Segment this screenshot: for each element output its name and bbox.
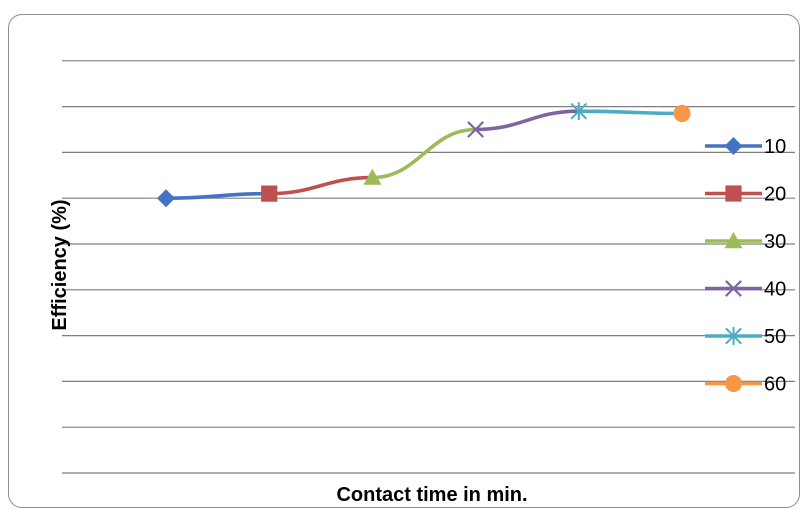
legend-label: 50 [764,326,786,348]
legend-label: 30 [764,231,786,253]
x-stroke [725,280,742,297]
data-point-30 [363,168,382,185]
legend-label: 20 [764,184,786,206]
legend-item-50: 50 [705,326,786,348]
legend: 10 20 30 40 50 60 [705,136,786,396]
legend-marker [725,327,742,345]
data-point-40 [467,121,485,138]
x-axis-title: Contact time in min. [336,484,527,506]
legend-item-40: 40 [705,279,786,301]
data-point-60 [673,104,691,123]
legend-marker [725,280,742,297]
legend-marker [724,232,743,249]
series-line-10 [164,191,271,200]
legend-item-60: 60 [705,374,786,396]
series-line-40 [473,109,581,132]
legend-marker [725,185,742,202]
legend-item-30: 30 [705,231,786,253]
legend-item-20: 20 [705,184,786,206]
legend-marker [724,374,743,393]
series-lines [164,109,684,200]
y-axis-title: Efficiency (%) [49,199,71,330]
series-line-20 [267,175,375,196]
chart-frame [8,14,800,508]
series-line-50 [577,109,684,116]
data-point-10 [157,189,175,208]
series-line-30 [370,127,478,180]
legend-label: 40 [764,279,786,301]
data-markers [157,102,691,208]
data-point-20 [261,185,278,202]
legend-item-10: 10 [705,136,786,158]
data-point-50 [570,102,588,121]
legend-marker [724,137,743,155]
x-stroke [467,121,485,138]
legend-label: 60 [764,374,786,396]
legend-label: 10 [764,136,786,158]
gridlines [62,60,795,474]
